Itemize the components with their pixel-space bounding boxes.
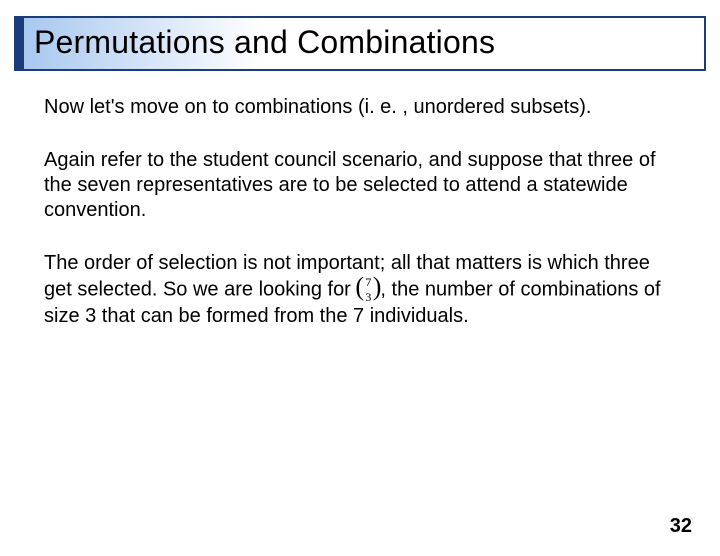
binomial-coefficient: (73) — [357, 276, 379, 304]
page-number: 32 — [670, 515, 692, 538]
paragraph-2: Again refer to the student council scena… — [44, 148, 676, 223]
slide-title: Permutations and Combinations — [34, 24, 694, 61]
title-bar: Permutations and Combinations — [14, 16, 706, 71]
paragraph-3: The order of selection is not important;… — [44, 251, 676, 329]
paren-right: ) — [373, 273, 382, 301]
slide-content: Now let's move on to combinations (i. e.… — [0, 71, 720, 329]
paragraph-1: Now let's move on to combinations (i. e.… — [44, 95, 676, 120]
